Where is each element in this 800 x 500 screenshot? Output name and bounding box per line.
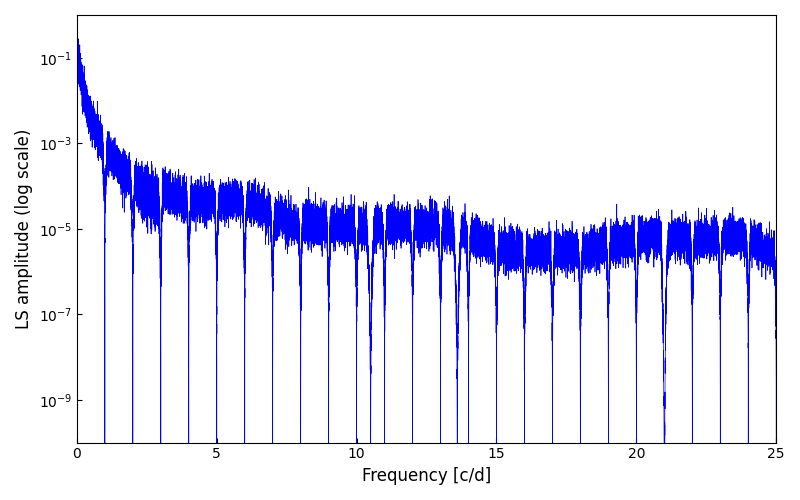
X-axis label: Frequency [c/d]: Frequency [c/d] (362, 467, 491, 485)
Y-axis label: LS amplitude (log scale): LS amplitude (log scale) (15, 128, 33, 329)
